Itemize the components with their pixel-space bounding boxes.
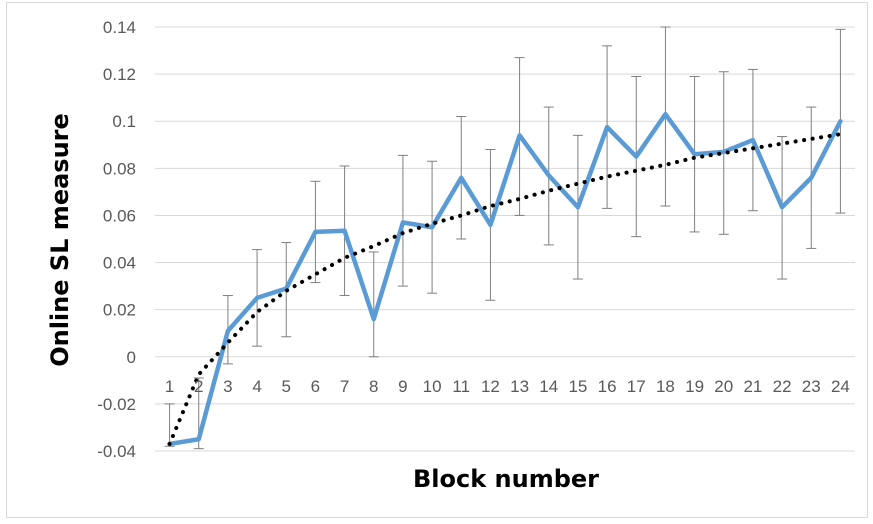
data-point — [489, 224, 491, 226]
x-tick-label: 23 — [802, 377, 821, 396]
y-tick-label: 0.06 — [103, 206, 136, 225]
x-tick-label: 8 — [369, 377, 378, 396]
data-point — [723, 151, 725, 153]
data-point — [373, 318, 375, 320]
data-point — [431, 226, 433, 228]
data-point — [402, 222, 404, 224]
trendline-layer — [167, 132, 843, 446]
data-point — [839, 120, 841, 122]
x-tick-label: 14 — [539, 377, 558, 396]
y-tick-label: 0.08 — [103, 159, 136, 178]
x-tick-label: 22 — [773, 377, 792, 396]
series-line — [167, 111, 843, 447]
trendline — [167, 132, 843, 446]
data-point — [664, 113, 666, 115]
x-tick-label: 13 — [510, 377, 529, 396]
x-axis-title: Block number — [413, 465, 599, 493]
x-tick-label: 7 — [340, 377, 349, 396]
data-point — [314, 231, 316, 233]
x-tick-label: 11 — [452, 377, 470, 396]
data-point — [548, 174, 550, 176]
data-point — [227, 330, 229, 332]
y-axis-title: Online SL measure — [46, 113, 74, 367]
x-tick-label: 9 — [398, 377, 407, 396]
x-tick-label: 20 — [714, 377, 733, 396]
data-point — [752, 139, 754, 141]
data-point — [344, 230, 346, 232]
data-point — [460, 177, 462, 179]
y-tick-label: -0.04 — [97, 442, 136, 461]
data-point — [577, 206, 579, 208]
data-point — [256, 297, 258, 299]
data-point — [635, 156, 637, 158]
x-tick-label: 4 — [252, 377, 261, 396]
data-point — [606, 126, 608, 128]
y-tick-label: 0.12 — [103, 65, 136, 84]
data-point — [198, 438, 200, 440]
y-tick-label: 0 — [127, 348, 136, 367]
x-tick-label: 2 — [194, 377, 203, 396]
x-tick-label: 21 — [743, 377, 762, 396]
x-tick-label: 3 — [223, 377, 232, 396]
x-tick-label: 19 — [685, 377, 704, 396]
y-tick-label: 0.1 — [112, 112, 136, 131]
x-tick-label: 10 — [423, 377, 442, 396]
gridlines — [155, 26, 855, 452]
x-tick-label: 15 — [568, 377, 587, 396]
series-layer — [167, 111, 843, 447]
y-tick-label: -0.02 — [97, 395, 136, 414]
x-tick-label: 18 — [656, 377, 675, 396]
x-tick-label: 6 — [311, 377, 320, 396]
x-axis-ticks: 1 2 3 4 5 6 7 8 9 10 11 12 13 14 15 16 17 18 19 20 21 22 23 24 — [165, 377, 850, 396]
y-axis-ticks: -0.04 -0.02 0 0.02 0.04 0.06 0.08 0.1 0.12 0.14 — [97, 18, 136, 461]
x-tick-label: 24 — [831, 377, 850, 396]
y-tick-label: 0.02 — [103, 301, 136, 320]
data-point — [810, 177, 812, 179]
x-tick-label: 12 — [481, 377, 500, 396]
x-tick-label: 16 — [598, 377, 617, 396]
x-tick-label: 5 — [282, 377, 291, 396]
x-tick-label: 1 — [165, 377, 174, 396]
data-point — [781, 206, 783, 208]
data-point — [519, 134, 521, 136]
chart-frame — [6, 2, 868, 518]
x-tick-label: 17 — [627, 377, 646, 396]
data-point — [694, 153, 696, 155]
y-tick-label: 0.04 — [103, 254, 136, 273]
y-tick-label: 0.14 — [103, 18, 136, 37]
